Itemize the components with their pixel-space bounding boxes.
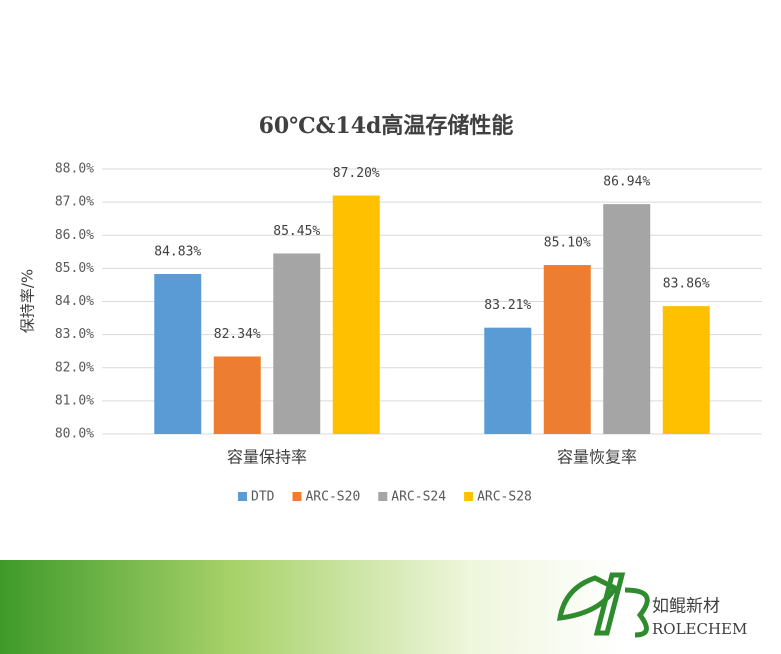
- y-tick-label: 82.0%: [55, 360, 94, 375]
- bar: [273, 253, 321, 434]
- value-label: 85.45%: [273, 224, 320, 239]
- x-tick-label: 容量恢复率: [557, 448, 637, 467]
- footer-band: [0, 560, 781, 654]
- chart-title: 60℃&14d高温存储性能: [259, 113, 514, 139]
- logo-latin: ROLECHEM: [652, 620, 747, 638]
- legend-label: ARC-S28: [477, 490, 532, 505]
- y-tick-label: 80.0%: [55, 427, 94, 442]
- bar: [154, 274, 202, 434]
- y-tick-label: 85.0%: [55, 261, 94, 276]
- legend-swatch: [464, 492, 474, 501]
- value-label: 82.34%: [214, 327, 261, 342]
- bar: [213, 356, 261, 434]
- legend-label: ARC-S20: [305, 490, 360, 505]
- y-tick-label: 87.0%: [55, 195, 94, 210]
- y-tick-label: 84.0%: [55, 294, 94, 309]
- value-label: 85.10%: [544, 236, 591, 251]
- legend-swatch: [238, 492, 247, 501]
- bar: [484, 327, 532, 434]
- plot: 80.0% 81.0% 82.0% 83.0% 84.0% 85.0% 86.0% 87.0%…: [55, 162, 762, 505]
- y-axis-title: 保持率/%: [19, 269, 37, 333]
- y-tick-label: 88.0%: [55, 162, 94, 177]
- logo-name: 如鲲新材: [652, 597, 720, 617]
- y-tick-label: 83.0%: [55, 327, 94, 342]
- legend-swatch: [378, 492, 388, 501]
- value-label: 84.83%: [154, 245, 201, 260]
- y-tick-label: 81.0%: [55, 393, 94, 408]
- bar: [332, 195, 380, 434]
- value-label: 86.94%: [603, 175, 650, 190]
- logo-mark: [556, 572, 650, 638]
- bar: [543, 265, 591, 434]
- value-label: 87.20%: [333, 166, 380, 181]
- legend-swatch: [292, 492, 302, 501]
- y-tick-label: 86.0%: [55, 228, 94, 243]
- bar: [662, 306, 710, 434]
- value-label: 83.21%: [484, 298, 531, 313]
- x-tick-label: 容量保持率: [227, 448, 307, 467]
- bar: [603, 204, 651, 434]
- legend-label: DTD: [251, 490, 275, 505]
- legend-label: ARC-S24: [391, 490, 446, 505]
- value-label: 83.86%: [663, 277, 710, 292]
